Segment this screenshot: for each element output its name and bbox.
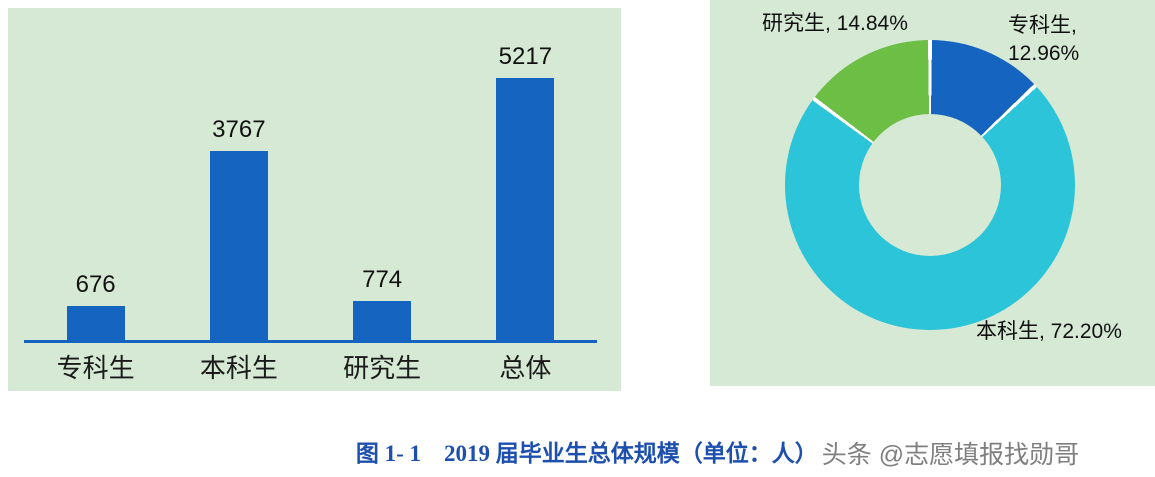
watermark: 头条 @志愿填报找勋哥 [821, 441, 1080, 469]
bar-chart: 676 3767 774 5217 [24, 40, 597, 340]
bar-category-label: 研究生 [343, 354, 422, 383]
bar-category-label: 总体 [499, 354, 552, 383]
bar [496, 78, 555, 340]
donut-chart [785, 40, 1075, 330]
figure-caption: 图 1- 1 2019 届毕业生总体规模（单位：人） [355, 441, 818, 466]
bar-chart-panel: 676 3767 774 5217 专科生 本科生 研究生 总体 [8, 8, 621, 391]
bar-column: 5217 [454, 43, 597, 340]
bar-column: 3767 [167, 116, 310, 340]
bar-data-label: 774 [362, 266, 403, 293]
bar [209, 151, 268, 340]
bar [66, 306, 125, 340]
donut-hole [859, 114, 1001, 256]
donut-label-undergraduate: 本科生, 72.20% [976, 320, 1122, 343]
caption-row: 图 1- 1 2019 届毕业生总体规模（单位：人） 头条 @志愿填报找勋哥 [280, 433, 1155, 469]
bar-data-label: 676 [75, 271, 116, 298]
bar-category-label: 专科生 [56, 354, 135, 383]
bar-column: 676 [24, 271, 167, 340]
bar-category-labels: 专科生 本科生 研究生 总体 [24, 348, 597, 385]
donut-label-associate: 专科生, 12.96% [1008, 14, 1080, 66]
x-axis-line [24, 340, 597, 343]
bar-data-label: 5217 [498, 43, 553, 70]
bar [353, 301, 412, 340]
donut-label-graduate: 研究生, 14.84% [762, 12, 908, 35]
donut-chart-panel: 研究生, 14.84% 专科生, 12.96% 本科生, 72.20% [710, 0, 1155, 386]
bar-category-label: 本科生 [199, 354, 278, 383]
bar-column: 774 [311, 266, 454, 340]
bar-data-label: 3767 [212, 116, 266, 143]
